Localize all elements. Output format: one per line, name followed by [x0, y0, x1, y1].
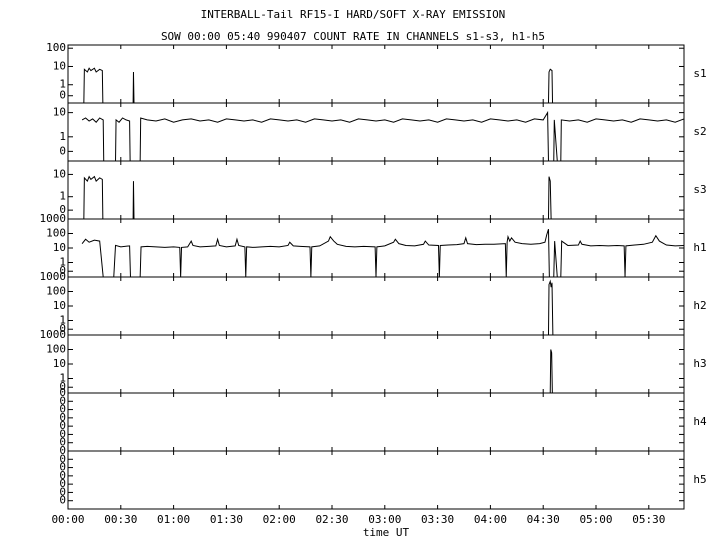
y-tick-label: 0 [59, 461, 66, 474]
y-tick-label: 0 [59, 436, 66, 449]
panel-frame [67, 160, 685, 220]
y-tick-label: 10 [53, 167, 66, 180]
y-tick-label: 10 [53, 59, 66, 72]
y-tick-label: 0 [59, 411, 66, 424]
chart-subtitle: SOW 00:00 05:40 990407 COUNT RATE IN CHA… [161, 30, 545, 43]
y-tick-label: 100 [46, 343, 66, 356]
panel-label: s1 [693, 67, 706, 80]
y-tick-label: 1 [59, 130, 66, 143]
y-tick-label: 0 [59, 494, 66, 507]
panel-label: h4 [693, 415, 707, 428]
chart-title: INTERBALL-Tail RF15-I HARD/SOFT X-RAY EM… [201, 8, 506, 21]
panel-label: h2 [693, 299, 706, 312]
y-tick-label: 0 [59, 89, 66, 102]
y-tick-label: 0 [59, 477, 66, 490]
y-tick-label: 10 [53, 106, 66, 119]
y-tick-label: 0 [59, 264, 66, 277]
y-tick-label: 0 [59, 444, 66, 457]
x-tick-label: 00:00 [51, 513, 84, 526]
y-tick-label: 1 [59, 256, 66, 269]
x-tick-label: 01:00 [157, 513, 190, 526]
x-tick-label: 03:00 [368, 513, 401, 526]
y-tick-label: 100 [46, 41, 66, 54]
x-tick-label: 04:30 [527, 513, 560, 526]
y-tick-label: 1000 [40, 270, 67, 283]
x-tick-label: 05:00 [579, 513, 612, 526]
panel-frame [67, 334, 685, 394]
y-tick-label: 10 [53, 299, 66, 312]
panel-frame [67, 276, 685, 336]
data-line [83, 67, 554, 104]
data-line [547, 279, 554, 336]
data-line [83, 175, 552, 220]
x-axis-label: time UT [363, 526, 410, 539]
y-tick-label: 100 [46, 227, 66, 240]
x-tick-label: 04:00 [474, 513, 507, 526]
y-tick-label: 100 [46, 285, 66, 298]
panel-frame [67, 102, 685, 162]
panel-frame [67, 392, 685, 452]
x-tick-label: 02:30 [315, 513, 348, 526]
y-tick-label: 0 [59, 144, 66, 157]
y-tick-label: 1000 [40, 212, 67, 225]
x-tick-label: 03:30 [421, 513, 454, 526]
y-tick-label: 0 [59, 403, 66, 416]
y-tick-label: 10 [53, 357, 66, 370]
y-tick-label: 0 [59, 394, 66, 407]
data-line [549, 349, 553, 394]
y-tick-label: 0 [59, 452, 66, 465]
y-tick-label: 1 [59, 78, 66, 91]
panel-frame [67, 450, 685, 510]
y-tick-label: 0 [59, 419, 66, 432]
y-tick-label: 1000 [40, 328, 67, 341]
x-tick-label: 01:30 [210, 513, 243, 526]
y-tick-label: 0 [59, 380, 66, 393]
panel-label: h1 [693, 241, 706, 254]
x-tick-label: 02:00 [263, 513, 296, 526]
data-line [81, 110, 685, 162]
y-tick-label: 1 [59, 190, 66, 203]
y-tick-label: 0 [59, 427, 66, 440]
y-tick-label: 0 [59, 322, 66, 335]
x-tick-label: 05:30 [632, 513, 665, 526]
y-tick-label: 1 [59, 314, 66, 327]
y-tick-label: 0 [59, 386, 66, 399]
y-tick-label: 0 [59, 469, 66, 482]
y-tick-label: 0 [59, 203, 66, 216]
panel-label: s3 [693, 183, 706, 196]
panel-label: s2 [693, 125, 706, 138]
y-tick-label: 10 [53, 241, 66, 254]
panel-label: h3 [693, 357, 706, 370]
panel-frame [67, 44, 685, 104]
panel-label: h5 [693, 473, 706, 486]
x-tick-label: 00:30 [104, 513, 137, 526]
data-line [81, 228, 685, 278]
y-tick-label: 1 [59, 372, 66, 385]
y-tick-label: 0 [59, 485, 66, 498]
